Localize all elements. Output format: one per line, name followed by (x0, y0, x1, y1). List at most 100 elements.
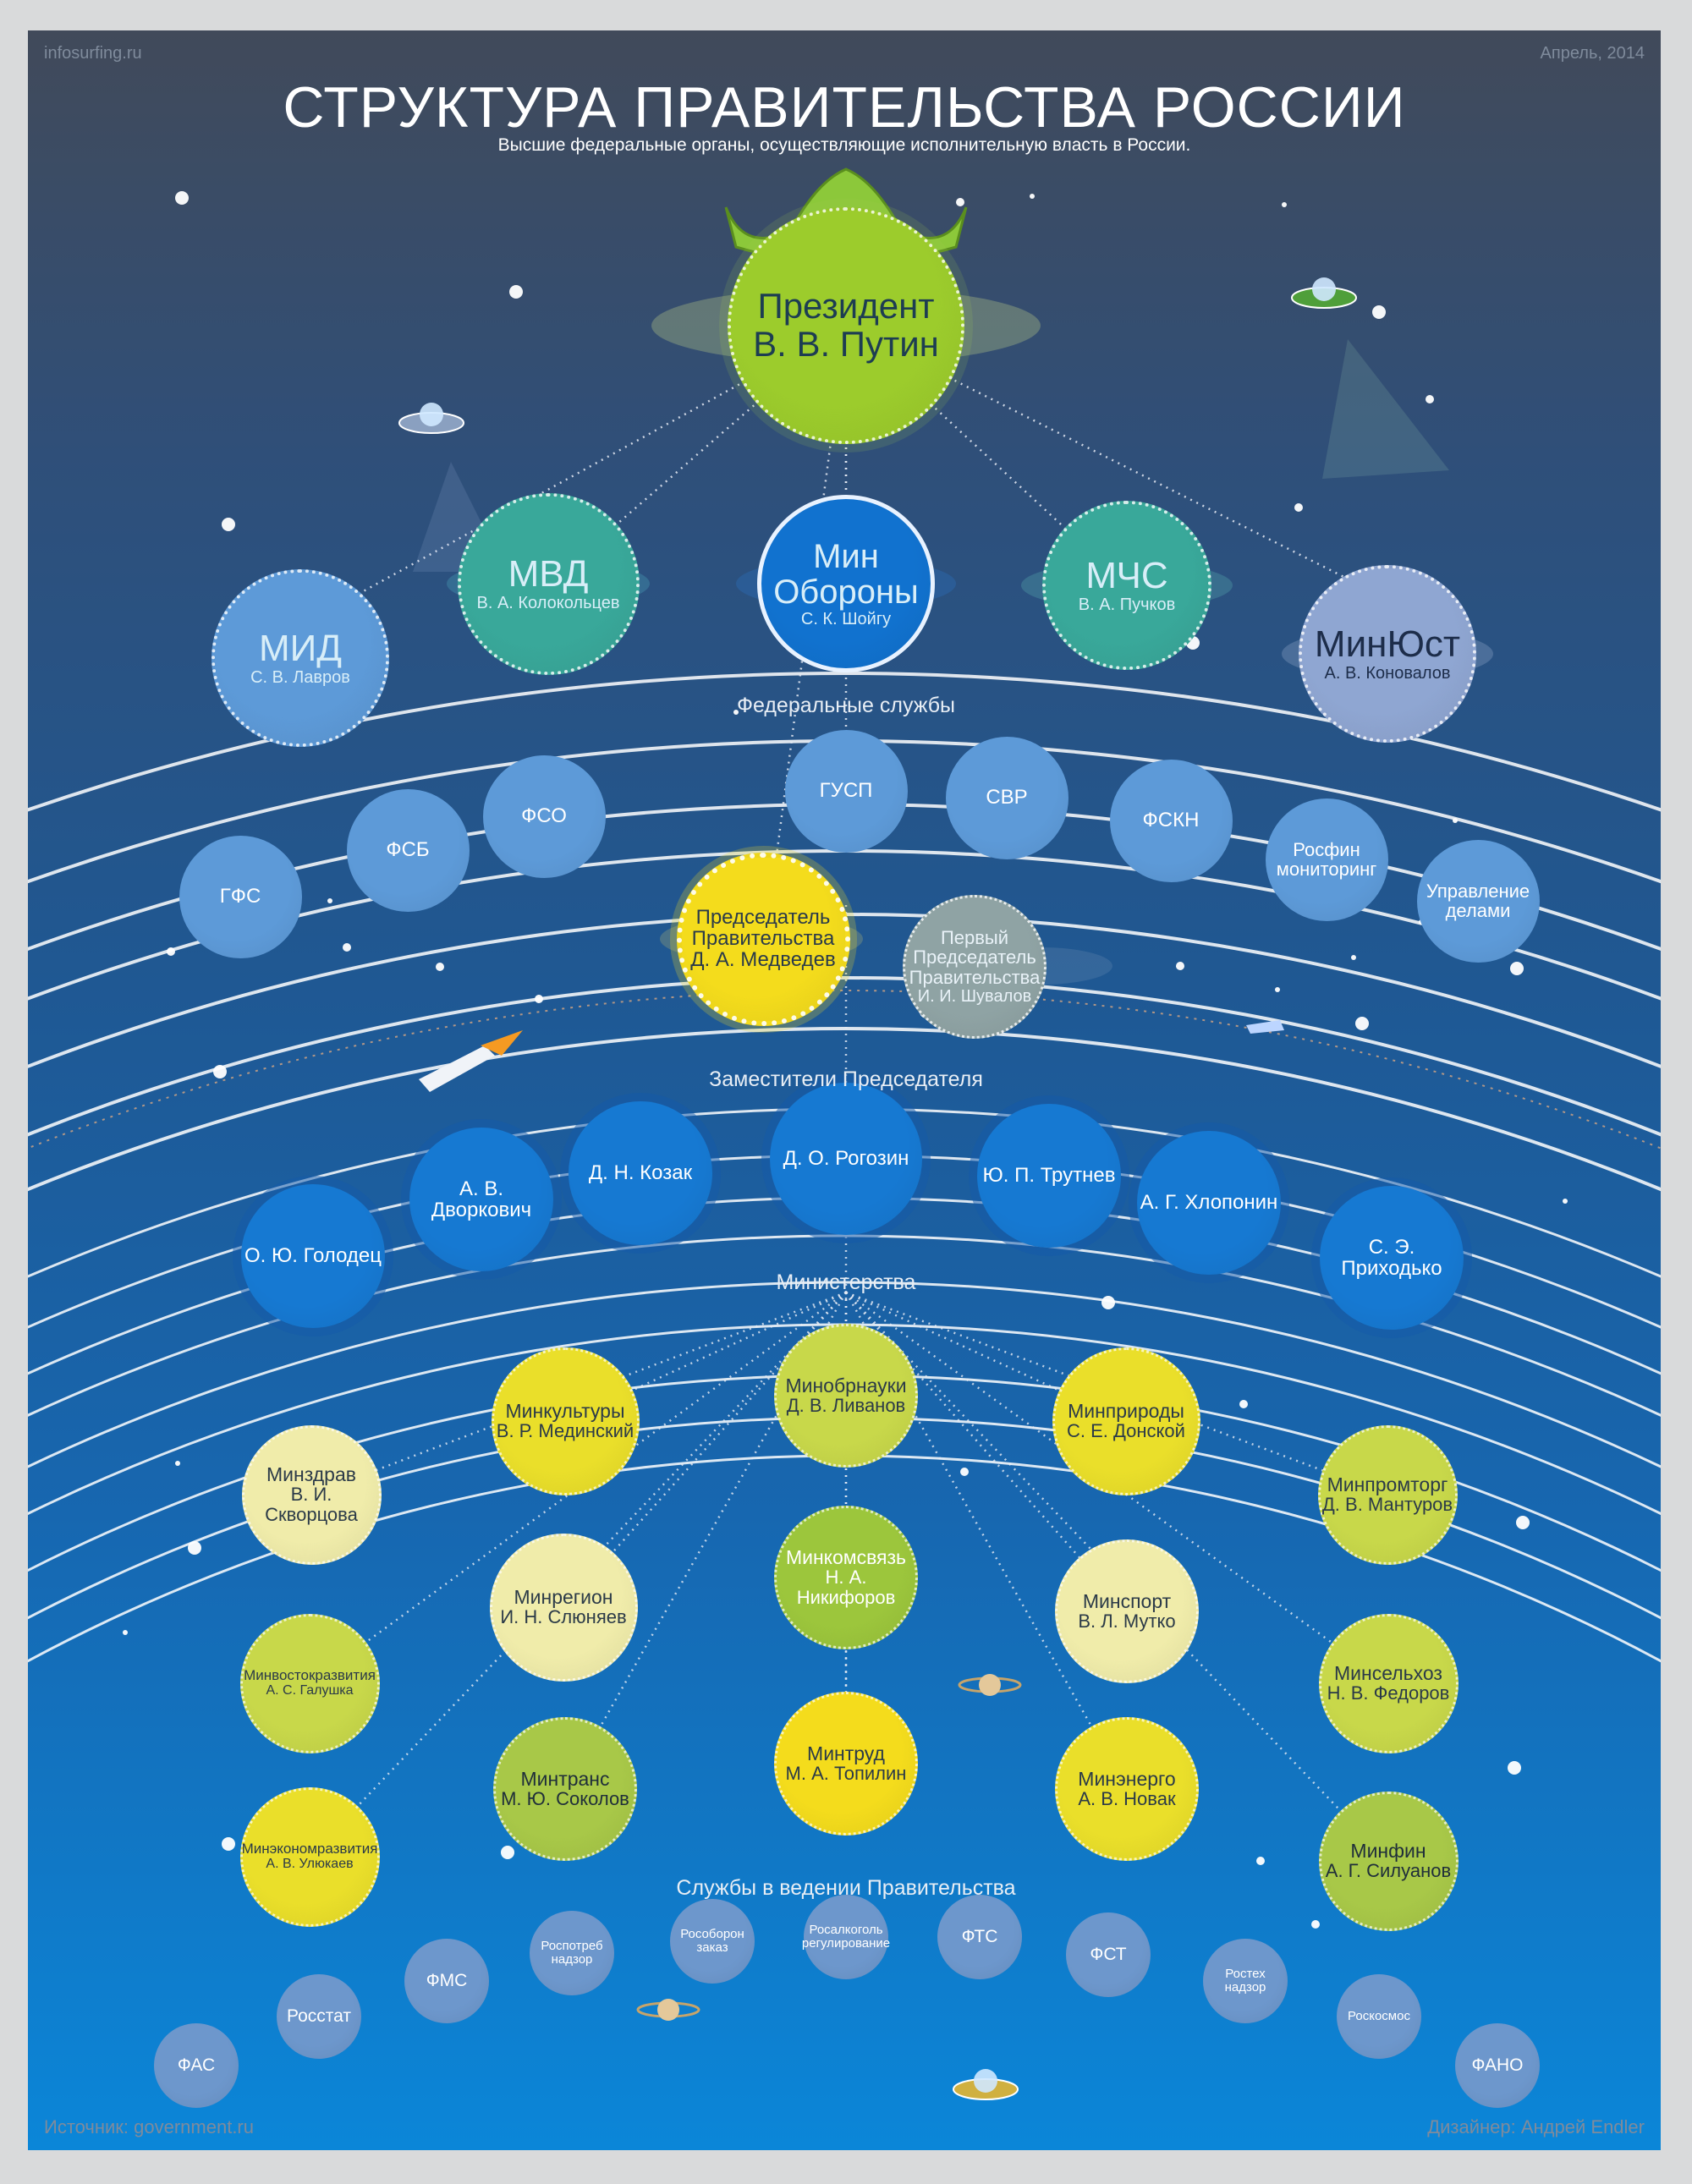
node-ministry-3-label: Минприроды (1068, 1399, 1184, 1422)
star (222, 1837, 235, 1851)
node-chairman[interactable]: Председатель Правительства Д. А. Медведев (676, 852, 850, 1026)
node-ministry-15[interactable]: Минфин А. Г. Силуанов (1318, 1791, 1459, 1931)
node-federal-service-2[interactable]: ФСБ (346, 788, 470, 912)
star (1510, 962, 1524, 975)
node-ministry-5[interactable]: Минпромторг Д. В. Мантуров (1317, 1424, 1458, 1565)
node-first-deputy[interactable]: Первый Председатель Правительства И. И. Ш… (903, 895, 1047, 1039)
node-ministry-1-person: В. Р. Мединский (496, 1419, 634, 1441)
node-ministry-14[interactable]: Минэкономразвития А. В. Улюкаев (239, 1786, 380, 1927)
node-ministry-13[interactable]: Минэнерго А. В. Новак (1055, 1717, 1199, 1861)
node-ministry-12[interactable]: Минтруд М. А. Топилин (774, 1692, 918, 1836)
orbit-line (28, 1027, 1661, 1193)
star (175, 1461, 180, 1466)
star (1030, 194, 1035, 199)
designer-label: Дизайнер: Андрей Endler (1427, 2116, 1645, 2137)
star (509, 285, 523, 299)
node-gov-service-2[interactable]: Росстат (277, 1974, 361, 2059)
node-ministry-8-person: В. Л. Мутко (1078, 1610, 1176, 1632)
node-chairman-person: Д. А. Медведев (690, 947, 836, 971)
node-power-ministry-1-person: С. В. Лавров (250, 668, 350, 688)
node-gov-service-6[interactable]: Росалкоголь регулирование (802, 1895, 890, 1979)
node-power-ministry-4[interactable]: МЧС В. А. Пучков (1042, 501, 1211, 670)
star (956, 198, 964, 206)
node-federal-service-7[interactable]: Росфин мониторинг (1265, 798, 1388, 921)
connector-line (309, 1292, 847, 1857)
node-ministry-1[interactable]: Минкультуры В. Р. Мединский (491, 1347, 640, 1495)
node-federal-service-6-label: ФСКН (1142, 809, 1200, 832)
node-ministry-7[interactable]: Минкомсвязь Н. А. Никифоров (774, 1506, 918, 1649)
node-ministry-10[interactable]: Минсельхоз Н. В. Федоров (1318, 1613, 1459, 1753)
star (1351, 955, 1356, 960)
node-deputy-3[interactable]: Д. Н. Козак (569, 1101, 712, 1245)
node-power-ministry-5-label: МинЮст (1314, 623, 1461, 665)
node-federal-service-6[interactable]: ФСКН (1109, 759, 1233, 882)
node-power-ministry-1-label: МИД (258, 627, 343, 669)
node-ministry-3[interactable]: Минприроды С. Е. Донской (1052, 1347, 1200, 1495)
node-deputy-2[interactable]: А. В. Дворкович (409, 1128, 553, 1271)
node-federal-service-3[interactable]: ФСО (482, 755, 606, 878)
node-power-ministry-3[interactable]: Мин Обороны С. К. Шойгу (757, 495, 935, 672)
node-federal-service-1-label: ГФС (219, 885, 261, 908)
node-power-ministry-1[interactable]: МИД С. В. Лавров (212, 569, 389, 747)
node-gov-service-1[interactable]: ФАС (154, 2023, 239, 2108)
star (213, 1065, 227, 1078)
node-ministry-4[interactable]: Минздрав В. И. Скворцова (241, 1424, 382, 1565)
saturn-icon (979, 1674, 1001, 1696)
node-deputy-1[interactable]: О. Ю. Голодец (241, 1184, 385, 1328)
node-gov-service-9[interactable]: Ростех надзор (1203, 1939, 1288, 2023)
node-deputy-7[interactable]: С. Э. Приходько (1320, 1186, 1464, 1330)
star (960, 1468, 969, 1476)
rocket-icon (1246, 1020, 1284, 1034)
node-deputy-5[interactable]: Ю. П. Трутнев (977, 1104, 1121, 1248)
node-ministry-14-label: Минэкономразвития (241, 1841, 378, 1857)
node-gov-service-7[interactable]: ФТС (937, 1895, 1022, 1979)
node-gov-service-8[interactable]: ФСТ (1066, 1912, 1151, 1997)
star (222, 518, 235, 531)
node-deputy-5-label: Ю. П. Трутнев (982, 1164, 1116, 1188)
node-ministry-5-person: Д. В. Мантуров (1321, 1493, 1453, 1515)
node-ministry-2-person: Д. В. Ливанов (786, 1394, 906, 1416)
node-power-ministry-2-person: В. А. Колокольцев (476, 594, 620, 613)
node-ministry-12-label: Минтруд (807, 1742, 885, 1764)
node-federal-service-4-label: ГУСП (819, 779, 873, 803)
node-deputy-7-label: С. Э. Приходько (1341, 1235, 1442, 1280)
date-label: Апрель, 2014 (1540, 44, 1645, 63)
node-gov-service-2-label: Росстат (287, 2006, 351, 2026)
ufo-dome-icon (420, 403, 443, 426)
node-first-deputy-label: Первый Председатель Правительства (909, 927, 1041, 988)
node-power-ministry-5[interactable]: МинЮст А. В. Коновалов (1299, 565, 1476, 743)
node-deputy-6[interactable]: А. Г. Хлопонин (1137, 1131, 1281, 1275)
node-federal-service-5[interactable]: СВР (945, 736, 1068, 859)
node-federal-service-4[interactable]: ГУСП (784, 729, 908, 853)
star (1516, 1516, 1530, 1529)
node-president[interactable]: Президент В. В. Путин (728, 207, 964, 444)
page-subtitle: Высшие федеральные органы, осуществляющи… (497, 135, 1191, 155)
node-federal-service-8-label: Управление делами (1426, 880, 1530, 921)
node-ministry-8[interactable]: Минспорт В. Л. Мутко (1055, 1539, 1199, 1683)
node-ministry-9[interactable]: Минвостокразвития А. С. Галушка (239, 1613, 380, 1753)
node-federal-service-8[interactable]: Управление делами (1416, 839, 1540, 963)
source-label: Источник: government.ru (44, 2116, 254, 2137)
node-deputy-4[interactable]: Д. О. Рогозин (770, 1083, 922, 1235)
node-deputy-3-label: Д. Н. Козак (588, 1161, 693, 1185)
node-federal-service-7-label: Росфин мониторинг (1276, 838, 1377, 880)
star (733, 710, 739, 715)
node-ministry-6-person: И. Н. Слюняев (500, 1605, 627, 1627)
node-gov-service-3[interactable]: ФМС (404, 1939, 489, 2023)
node-gov-service-5[interactable]: Рособорон заказ (670, 1899, 755, 1984)
node-gov-service-11[interactable]: ФАНО (1455, 2023, 1540, 2108)
node-ministry-8-label: Минспорт (1082, 1589, 1172, 1612)
node-ministry-2-label: Минобрнауки (785, 1374, 907, 1397)
node-ministry-6[interactable]: Минрегион И. Н. Слюняев (489, 1533, 638, 1682)
node-power-ministry-5-person: А. В. Коновалов (1324, 664, 1451, 683)
node-ministry-11[interactable]: Минтранс М. Ю. Соколов (493, 1717, 637, 1861)
node-ministry-7-label: Минкомсвязь (785, 1545, 907, 1568)
ufo-dome-icon (974, 2069, 997, 2093)
node-gov-service-10[interactable]: Роскосмос (1337, 1974, 1421, 2059)
node-ministry-2[interactable]: Минобрнауки Д. В. Ливанов (774, 1324, 918, 1468)
node-ministry-3-person: С. Е. Донской (1067, 1419, 1185, 1441)
node-power-ministry-2[interactable]: МВД В. А. Колокольцев (457, 492, 640, 675)
node-gov-service-4[interactable]: Роспотреб надзор (530, 1911, 614, 1995)
star (167, 947, 175, 956)
node-federal-service-1[interactable]: ГФС (179, 835, 302, 958)
